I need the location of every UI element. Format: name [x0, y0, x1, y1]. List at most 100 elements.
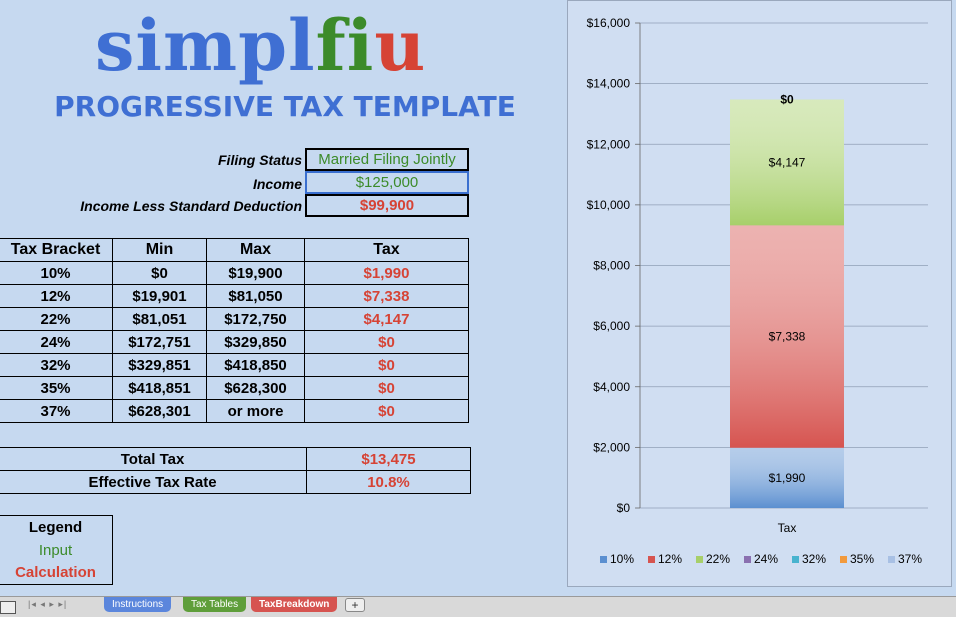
- legend-title[interactable]: Legend: [0, 515, 113, 539]
- max-cell[interactable]: $172,750: [206, 307, 305, 331]
- logo-part-simpl: simpl: [95, 4, 316, 87]
- data-label: $1,990: [769, 471, 806, 485]
- table-row: Effective Tax Rate 10.8%: [0, 470, 471, 494]
- header-tax[interactable]: Tax: [304, 238, 469, 262]
- table-row: 32% $329,851 $418,850 $0: [0, 353, 469, 377]
- legend-entry[interactable]: 22%: [706, 552, 730, 566]
- tax-bracket-table: Tax Bracket Min Max Tax 10% $0 $19,900 $1,9…: [0, 238, 469, 423]
- table-row: 22% $81,051 $172,750 $4,147: [0, 307, 469, 331]
- y-tick-label: $6,000: [593, 319, 630, 333]
- effective-rate-label[interactable]: Effective Tax Rate: [0, 470, 307, 494]
- bracket-cell[interactable]: 22%: [0, 307, 113, 331]
- tax-cell[interactable]: $0: [304, 330, 469, 354]
- header-max[interactable]: Max: [206, 238, 305, 262]
- add-sheet-button[interactable]: +: [345, 598, 365, 612]
- header-min[interactable]: Min: [112, 238, 207, 262]
- deduction-cell[interactable]: $99,900: [305, 194, 469, 217]
- bracket-cell[interactable]: 24%: [0, 330, 113, 354]
- bracket-cell[interactable]: 10%: [0, 261, 113, 285]
- legend-input[interactable]: Input: [0, 538, 113, 562]
- grid-view-icon[interactable]: [0, 601, 16, 614]
- legend-calculation[interactable]: Calculation: [0, 561, 113, 585]
- table-row: 12% $19,901 $81,050 $7,338: [0, 284, 469, 308]
- tax-chart-svg: $0 $2,000 $4,000 $6,000 $8,000 $10,000 $12,000…: [587, 16, 928, 566]
- max-cell[interactable]: $418,850: [206, 353, 305, 377]
- income-label: Income: [252, 176, 302, 192]
- y-tick-label: $4,000: [593, 380, 630, 394]
- min-cell[interactable]: $418,851: [112, 376, 207, 400]
- table-row: 10% $0 $19,900 $1,990: [0, 261, 469, 285]
- legend-entry[interactable]: 12%: [658, 552, 682, 566]
- y-tick-label: $12,000: [587, 137, 631, 151]
- filing-status-label: Filing Status: [218, 152, 302, 168]
- tax-chart[interactable]: $0 $2,000 $4,000 $6,000 $8,000 $10,000 $12,000…: [567, 0, 952, 587]
- table-row: 24% $172,751 $329,850 $0: [0, 330, 469, 354]
- legend-entry[interactable]: 37%: [898, 552, 922, 566]
- table-row: 35% $418,851 $628,300 $0: [0, 376, 469, 400]
- tax-cell[interactable]: $1,990: [304, 261, 469, 285]
- logo-part-fi: fi: [315, 4, 375, 87]
- totals-table: Total Tax $13,475 Effective Tax Rate 10.…: [0, 447, 471, 494]
- legend-entry[interactable]: 35%: [850, 552, 874, 566]
- max-cell[interactable]: $81,050: [206, 284, 305, 308]
- effective-rate-value[interactable]: 10.8%: [306, 470, 471, 494]
- y-tick-label: $8,000: [593, 259, 630, 273]
- legend-swatch: [600, 556, 607, 563]
- sheet-nav-icon[interactable]: |◂ ◂ ▸ ▸|: [28, 599, 68, 609]
- deduction-label: Income Less Standard Deduction: [80, 198, 302, 214]
- tax-cell[interactable]: $0: [304, 376, 469, 400]
- bar-segment-shade: [730, 99, 844, 226]
- max-cell[interactable]: $329,850: [206, 330, 305, 354]
- max-cell[interactable]: or more: [206, 399, 305, 423]
- legend-entry[interactable]: 32%: [802, 552, 826, 566]
- bar-segment-shade: [730, 225, 844, 448]
- legend-swatch: [744, 556, 751, 563]
- min-cell[interactable]: $81,051: [112, 307, 207, 331]
- tax-cell[interactable]: $0: [304, 399, 469, 423]
- legend-table: Legend Input Calculation: [0, 515, 113, 585]
- bracket-cell[interactable]: 12%: [0, 284, 113, 308]
- simplifiu-logo: simplfiu: [95, 6, 475, 86]
- legend-swatch: [840, 556, 847, 563]
- data-label: $0: [780, 93, 794, 107]
- tab-instructions[interactable]: Instructions: [104, 597, 172, 612]
- filing-status-cell[interactable]: Married Filing Jointly: [305, 148, 469, 171]
- legend-swatch: [648, 556, 655, 563]
- legend-swatch: [792, 556, 799, 563]
- bracket-cell[interactable]: 35%: [0, 376, 113, 400]
- tax-cell[interactable]: $7,338: [304, 284, 469, 308]
- x-axis-label: Tax: [778, 521, 797, 535]
- sheet-tab-bar: |◂ ◂ ▸ ▸| Instructions Tax Tables TaxBre…: [0, 596, 956, 617]
- tax-cell[interactable]: $4,147: [304, 307, 469, 331]
- table-header-row: Tax Bracket Min Max Tax: [0, 238, 469, 262]
- legend-entry[interactable]: 24%: [754, 552, 778, 566]
- min-cell[interactable]: $329,851: [112, 353, 207, 377]
- y-tick-label: $0: [617, 501, 631, 515]
- y-tick-label: $16,000: [587, 16, 631, 30]
- min-cell[interactable]: $172,751: [112, 330, 207, 354]
- bracket-cell[interactable]: 37%: [0, 399, 113, 423]
- header-tax-bracket[interactable]: Tax Bracket: [0, 238, 113, 262]
- legend-swatch: [696, 556, 703, 563]
- tab-tax-tables[interactable]: Tax Tables: [183, 597, 247, 612]
- y-tick-label: $2,000: [593, 440, 630, 454]
- data-label: $7,338: [769, 329, 806, 343]
- bar-segment-shade: [730, 447, 844, 508]
- tax-cell[interactable]: $0: [304, 353, 469, 377]
- data-label: $4,147: [769, 155, 806, 169]
- max-cell[interactable]: $628,300: [206, 376, 305, 400]
- min-cell[interactable]: $0: [112, 261, 207, 285]
- table-row: Total Tax $13,475: [0, 447, 471, 471]
- y-tick-label: $14,000: [587, 77, 631, 91]
- total-tax-value[interactable]: $13,475: [306, 447, 471, 471]
- tab-tax-breakdown[interactable]: TaxBreakdown: [251, 597, 338, 612]
- min-cell[interactable]: $628,301: [112, 399, 207, 423]
- min-cell[interactable]: $19,901: [112, 284, 207, 308]
- income-cell[interactable]: $125,000: [305, 171, 469, 194]
- y-tick-label: $10,000: [587, 198, 631, 212]
- page-title: PROGRESSIVE TAX TEMPLATE: [54, 90, 516, 123]
- max-cell[interactable]: $19,900: [206, 261, 305, 285]
- bracket-cell[interactable]: 32%: [0, 353, 113, 377]
- total-tax-label[interactable]: Total Tax: [0, 447, 307, 471]
- legend-entry[interactable]: 10%: [610, 552, 634, 566]
